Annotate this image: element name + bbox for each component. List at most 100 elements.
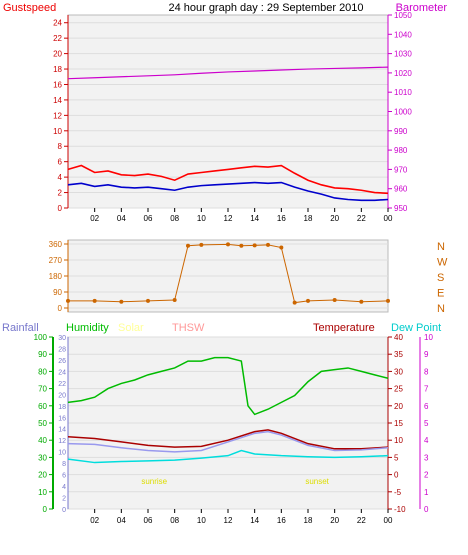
- x-tick-label: 02: [90, 516, 99, 525]
- temp-tick-label: 25: [394, 385, 403, 394]
- gustspeed-label: Gustspeed: [3, 2, 56, 14]
- gust-tick-label: 6: [58, 158, 63, 167]
- dir-tick-label: 360: [49, 240, 63, 249]
- baro-tick-label: 1050: [394, 11, 412, 20]
- compass-label: N: [437, 241, 445, 253]
- thsw-label: THSW: [172, 322, 205, 334]
- x-tick-label: 06: [144, 516, 153, 525]
- compass-label: E: [437, 288, 444, 300]
- uv-tick-label: 0: [424, 505, 429, 514]
- x-tick-label: 10: [197, 516, 206, 525]
- sunset-label: sunset: [305, 477, 329, 486]
- baro-tick-label: 1010: [394, 88, 412, 97]
- uv-tick-label: 1: [424, 488, 429, 497]
- x-tick-label: 00: [384, 214, 393, 223]
- uv-tick-label: 3: [424, 453, 429, 462]
- uv-tick-label: 6: [424, 402, 429, 411]
- rain-tick-label: 24: [58, 369, 66, 376]
- gust-tick-label: 18: [53, 65, 62, 74]
- rain-tick-label: 26: [58, 358, 66, 365]
- compass-label: N: [437, 303, 445, 315]
- x-tick-label: 06: [144, 214, 153, 223]
- x-tick-label: 08: [170, 516, 179, 525]
- baro-tick-label: 1000: [394, 108, 412, 117]
- humidity-tick-label: 90: [38, 350, 47, 359]
- panel-wind-pressure: [67, 14, 389, 209]
- x-tick-label: 18: [304, 214, 313, 223]
- dir-tick-label: 270: [49, 256, 63, 265]
- humidity-tick-label: 30: [38, 453, 47, 462]
- x-tick-label: 14: [250, 516, 259, 525]
- uv-tick-label: 9: [424, 350, 429, 359]
- gust-tick-label: 8: [58, 142, 63, 151]
- rain-tick-label: 22: [58, 381, 66, 388]
- dir-tick-label: 90: [53, 288, 62, 297]
- x-tick-label: 12: [224, 516, 233, 525]
- dir-tick-label: 0: [58, 304, 63, 313]
- x-tick-label: 22: [357, 214, 366, 223]
- humidity-tick-label: 80: [38, 367, 47, 376]
- humidity-tick-label: 50: [38, 419, 47, 428]
- rain-tick-label: 4: [62, 484, 66, 491]
- x-tick-label: 04: [117, 516, 126, 525]
- rain-tick-label: 18: [58, 404, 66, 411]
- gust-tick-label: 12: [53, 111, 62, 120]
- x-tick-label: 04: [117, 214, 126, 223]
- temp-tick-label: 15: [394, 419, 403, 428]
- rain-tick-label: 30: [58, 335, 66, 342]
- rain-tick-label: 16: [58, 415, 66, 422]
- temp-tick-label: 30: [394, 367, 403, 376]
- x-tick-label: 00: [384, 516, 393, 525]
- chart-title: 24 hour graph day : 29 September 2010: [168, 2, 363, 14]
- series-line-1: [67, 429, 389, 450]
- humidity-tick-label: 40: [38, 436, 47, 445]
- temp-tick-label: 0: [394, 471, 399, 480]
- temp-tick-label: 35: [394, 350, 403, 359]
- rain-tick-label: 14: [58, 427, 66, 434]
- temp-tick-label: -5: [394, 488, 402, 497]
- baro-tick-label: 970: [394, 165, 408, 174]
- baro-tick-label: 950: [394, 204, 408, 213]
- x-tick-label: 14: [250, 214, 259, 223]
- series-line-2: [67, 430, 389, 453]
- baro-tick-label: 1030: [394, 50, 412, 59]
- series-line-0: [67, 66, 389, 80]
- temp-tick-label: 20: [394, 402, 403, 411]
- humidity-tick-label: 60: [38, 402, 47, 411]
- x-tick-label: 10: [197, 214, 206, 223]
- series-line-3: [67, 449, 389, 464]
- temp-tick-label: -10: [394, 505, 406, 514]
- baro-tick-label: 960: [394, 185, 408, 194]
- humidity-tick-label: 100: [34, 333, 48, 342]
- uv-tick-label: 4: [424, 436, 429, 445]
- rain-tick-label: 28: [58, 346, 66, 353]
- dewpoint-label: Dew Point: [391, 322, 441, 334]
- rain-tick-label: 0: [62, 507, 66, 514]
- compass-label: S: [437, 272, 444, 284]
- barometer-label: Barometer: [396, 2, 448, 14]
- solar-label: Solar: [118, 322, 144, 334]
- humidity-label: Humidity: [66, 322, 109, 334]
- x-tick-label: 08: [170, 214, 179, 223]
- rainfall-label: Rainfall: [2, 322, 39, 334]
- direction-line-0: [68, 243, 389, 304]
- uv-tick-label: 2: [424, 471, 429, 480]
- series-line-1: [67, 164, 389, 195]
- dir-tick-label: 180: [49, 272, 63, 281]
- rain-tick-label: 8: [62, 461, 66, 468]
- baro-tick-label: 990: [394, 127, 408, 136]
- temp-tick-label: 5: [394, 453, 399, 462]
- compass-label: W: [437, 257, 448, 269]
- x-tick-label: 02: [90, 214, 99, 223]
- x-tick-label: 20: [330, 214, 339, 223]
- x-tick-label: 22: [357, 516, 366, 525]
- rain-tick-label: 12: [58, 438, 66, 445]
- gust-tick-label: 22: [53, 34, 62, 43]
- gust-tick-label: 0: [58, 204, 63, 213]
- rain-tick-label: 6: [62, 473, 66, 480]
- gust-tick-label: 2: [58, 189, 63, 198]
- uv-tick-label: 7: [424, 385, 429, 394]
- sunrise-label: sunrise: [141, 477, 167, 486]
